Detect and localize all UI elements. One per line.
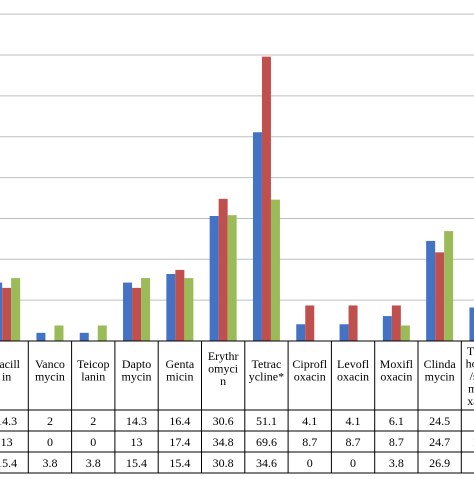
table-value: 0 bbox=[350, 456, 356, 470]
bar-series1-5 bbox=[209, 215, 219, 341]
table-value: 8.7 bbox=[346, 435, 361, 449]
category-label: Tetrac bbox=[252, 357, 282, 371]
category-label: n bbox=[220, 374, 226, 388]
bar-series1-4 bbox=[166, 274, 176, 341]
category-label: Dapto bbox=[122, 357, 151, 371]
table-value: 30.8 bbox=[213, 456, 234, 470]
category-label: mycin bbox=[425, 370, 455, 384]
table-value: 24.5 bbox=[429, 414, 450, 428]
table-value: 14.3 bbox=[0, 414, 17, 428]
table-value: 3.8 bbox=[42, 456, 57, 470]
bar-series1-7 bbox=[296, 324, 306, 341]
bar-series1-11 bbox=[469, 307, 474, 341]
bar-series2-8 bbox=[348, 305, 358, 341]
table-value: 14.3 bbox=[126, 414, 147, 428]
bar-series3-0 bbox=[11, 278, 21, 341]
category-label: oxacin bbox=[337, 370, 369, 384]
bar-series3-4 bbox=[184, 278, 194, 341]
table-value: 51.1 bbox=[256, 414, 277, 428]
category-label: oxacin bbox=[294, 370, 326, 384]
table-value: 17.4 bbox=[472, 435, 474, 449]
table-value: 15.4 bbox=[0, 456, 17, 470]
table-value: 13 bbox=[1, 435, 13, 449]
category-label: Ciprofl bbox=[292, 357, 327, 371]
table-value: 26.9 bbox=[429, 456, 450, 470]
bar-series3-6 bbox=[270, 199, 280, 341]
table-value: 2 bbox=[90, 414, 96, 428]
category-label: xazole bbox=[467, 394, 474, 408]
bar-series1-1 bbox=[36, 332, 46, 341]
category-label: Trimet bbox=[467, 344, 474, 358]
table-value: 0 bbox=[47, 435, 53, 449]
bar-series2-0 bbox=[2, 287, 12, 341]
category-label: mycin bbox=[122, 370, 152, 384]
category-label: Moxifl bbox=[380, 357, 414, 371]
bar-series3-9 bbox=[400, 325, 410, 341]
category-label: Erythr bbox=[208, 349, 239, 363]
bar-series1-6 bbox=[252, 132, 262, 341]
bar-series3-2 bbox=[97, 325, 107, 341]
category-label: Genta bbox=[166, 357, 195, 371]
bar-series3-5 bbox=[227, 215, 237, 341]
category-label: hoprim bbox=[466, 357, 474, 371]
bar-series1-9 bbox=[382, 316, 392, 341]
bar-series1-0 bbox=[0, 282, 3, 341]
bar-series2-3 bbox=[132, 287, 142, 341]
bar-series2-4 bbox=[175, 269, 185, 341]
bar-series2-6 bbox=[261, 56, 271, 341]
bar-series3-1 bbox=[54, 325, 64, 341]
table-value: 17.4 bbox=[169, 435, 190, 449]
table-value: 2 bbox=[47, 414, 53, 428]
table-value: 30.6 bbox=[213, 414, 234, 428]
bar-series2-10 bbox=[435, 252, 445, 341]
bar-series2-7 bbox=[305, 305, 315, 341]
table-value: 69.6 bbox=[256, 435, 277, 449]
bar-series2-5 bbox=[218, 198, 228, 341]
bar-series1-10 bbox=[426, 240, 436, 341]
table-value: 4.1 bbox=[346, 414, 361, 428]
category-label: metho bbox=[468, 382, 474, 396]
bar-series1-8 bbox=[339, 324, 349, 341]
category-label: xacill bbox=[0, 357, 21, 371]
table-value: 4.1 bbox=[302, 414, 317, 428]
table-value: 0 bbox=[90, 435, 96, 449]
table-value: 34.8 bbox=[213, 435, 234, 449]
bar-series2-9 bbox=[391, 305, 401, 341]
category-label: Teicop bbox=[77, 357, 109, 371]
table-value: 13 bbox=[131, 435, 143, 449]
bar-series1-2 bbox=[79, 332, 89, 341]
bar-series3-10 bbox=[444, 231, 454, 341]
category-label: micin bbox=[166, 370, 193, 384]
table-value: 16.4 bbox=[169, 414, 190, 428]
table-value: 34.6 bbox=[256, 456, 277, 470]
category-label: oxacin bbox=[380, 370, 412, 384]
category-label: Clinda bbox=[424, 357, 457, 371]
bar-series3-3 bbox=[141, 278, 151, 341]
table-value: 15.4 bbox=[169, 456, 190, 470]
category-label: ycline* bbox=[249, 370, 284, 384]
table-value: 3.8 bbox=[86, 456, 101, 470]
table-value: 6.1 bbox=[389, 414, 404, 428]
table-value: 24.7 bbox=[429, 435, 450, 449]
category-label: in bbox=[2, 370, 11, 384]
table-value: 3.8 bbox=[389, 456, 404, 470]
category-label: Levofl bbox=[337, 357, 370, 371]
table-value: 15.4 bbox=[126, 456, 147, 470]
category-label: omyci bbox=[208, 362, 239, 376]
category-label: lanin bbox=[81, 370, 105, 384]
table-value: 0 bbox=[307, 456, 313, 470]
bar-series1-3 bbox=[123, 282, 133, 341]
table-value: 8.7 bbox=[302, 435, 317, 449]
category-label: /sulfa bbox=[470, 369, 474, 383]
category-label: mycin bbox=[35, 370, 65, 384]
category-label: Vanco bbox=[35, 357, 65, 371]
table-value: 8.7 bbox=[389, 435, 404, 449]
